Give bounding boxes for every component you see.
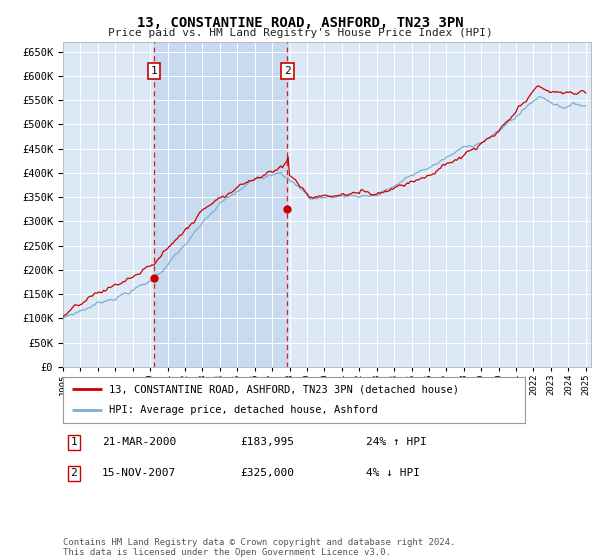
Text: 13, CONSTANTINE ROAD, ASHFORD, TN23 3PN: 13, CONSTANTINE ROAD, ASHFORD, TN23 3PN — [137, 16, 463, 30]
Text: HPI: Average price, detached house, Ashford: HPI: Average price, detached house, Ashf… — [109, 405, 378, 416]
Text: 4% ↓ HPI: 4% ↓ HPI — [366, 468, 420, 478]
Text: Price paid vs. HM Land Registry's House Price Index (HPI): Price paid vs. HM Land Registry's House … — [107, 28, 493, 38]
Text: £183,995: £183,995 — [240, 437, 294, 447]
Text: 1: 1 — [151, 66, 157, 76]
Text: 15-NOV-2007: 15-NOV-2007 — [102, 468, 176, 478]
Text: 24% ↑ HPI: 24% ↑ HPI — [366, 437, 427, 447]
Bar — [154, 42, 287, 367]
Text: 2: 2 — [70, 468, 77, 478]
Text: 2: 2 — [284, 66, 291, 76]
Text: £325,000: £325,000 — [240, 468, 294, 478]
Text: 1: 1 — [70, 437, 77, 447]
Text: 13, CONSTANTINE ROAD, ASHFORD, TN23 3PN (detached house): 13, CONSTANTINE ROAD, ASHFORD, TN23 3PN … — [109, 384, 459, 394]
Text: Contains HM Land Registry data © Crown copyright and database right 2024.
This d: Contains HM Land Registry data © Crown c… — [63, 538, 455, 557]
Text: 21-MAR-2000: 21-MAR-2000 — [102, 437, 176, 447]
